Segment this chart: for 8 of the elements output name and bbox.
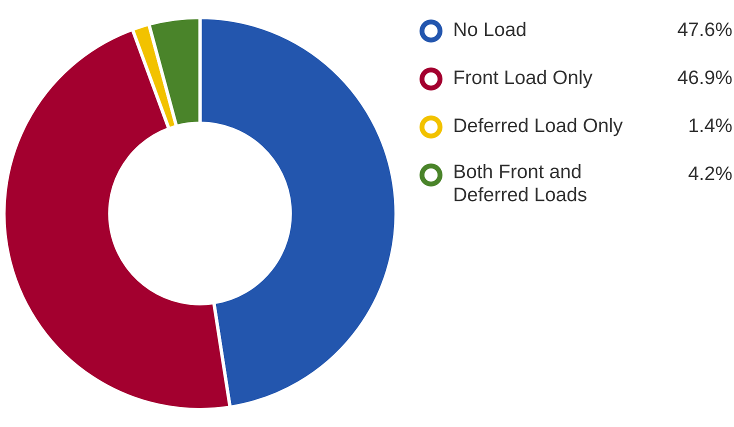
legend-label: No Load <box>454 22 526 36</box>
legend-label: Deferred Load Only <box>454 118 623 136</box>
data-label: 4.2% <box>688 166 732 180</box>
data-label: 47.6% <box>678 22 732 36</box>
legend-label: Front Load Only <box>454 70 592 88</box>
data-label: 1.4% <box>690 118 732 132</box>
data-label: 46.9% <box>678 70 732 84</box>
legend-label: Both Front and Deferred Loads <box>454 164 586 202</box>
